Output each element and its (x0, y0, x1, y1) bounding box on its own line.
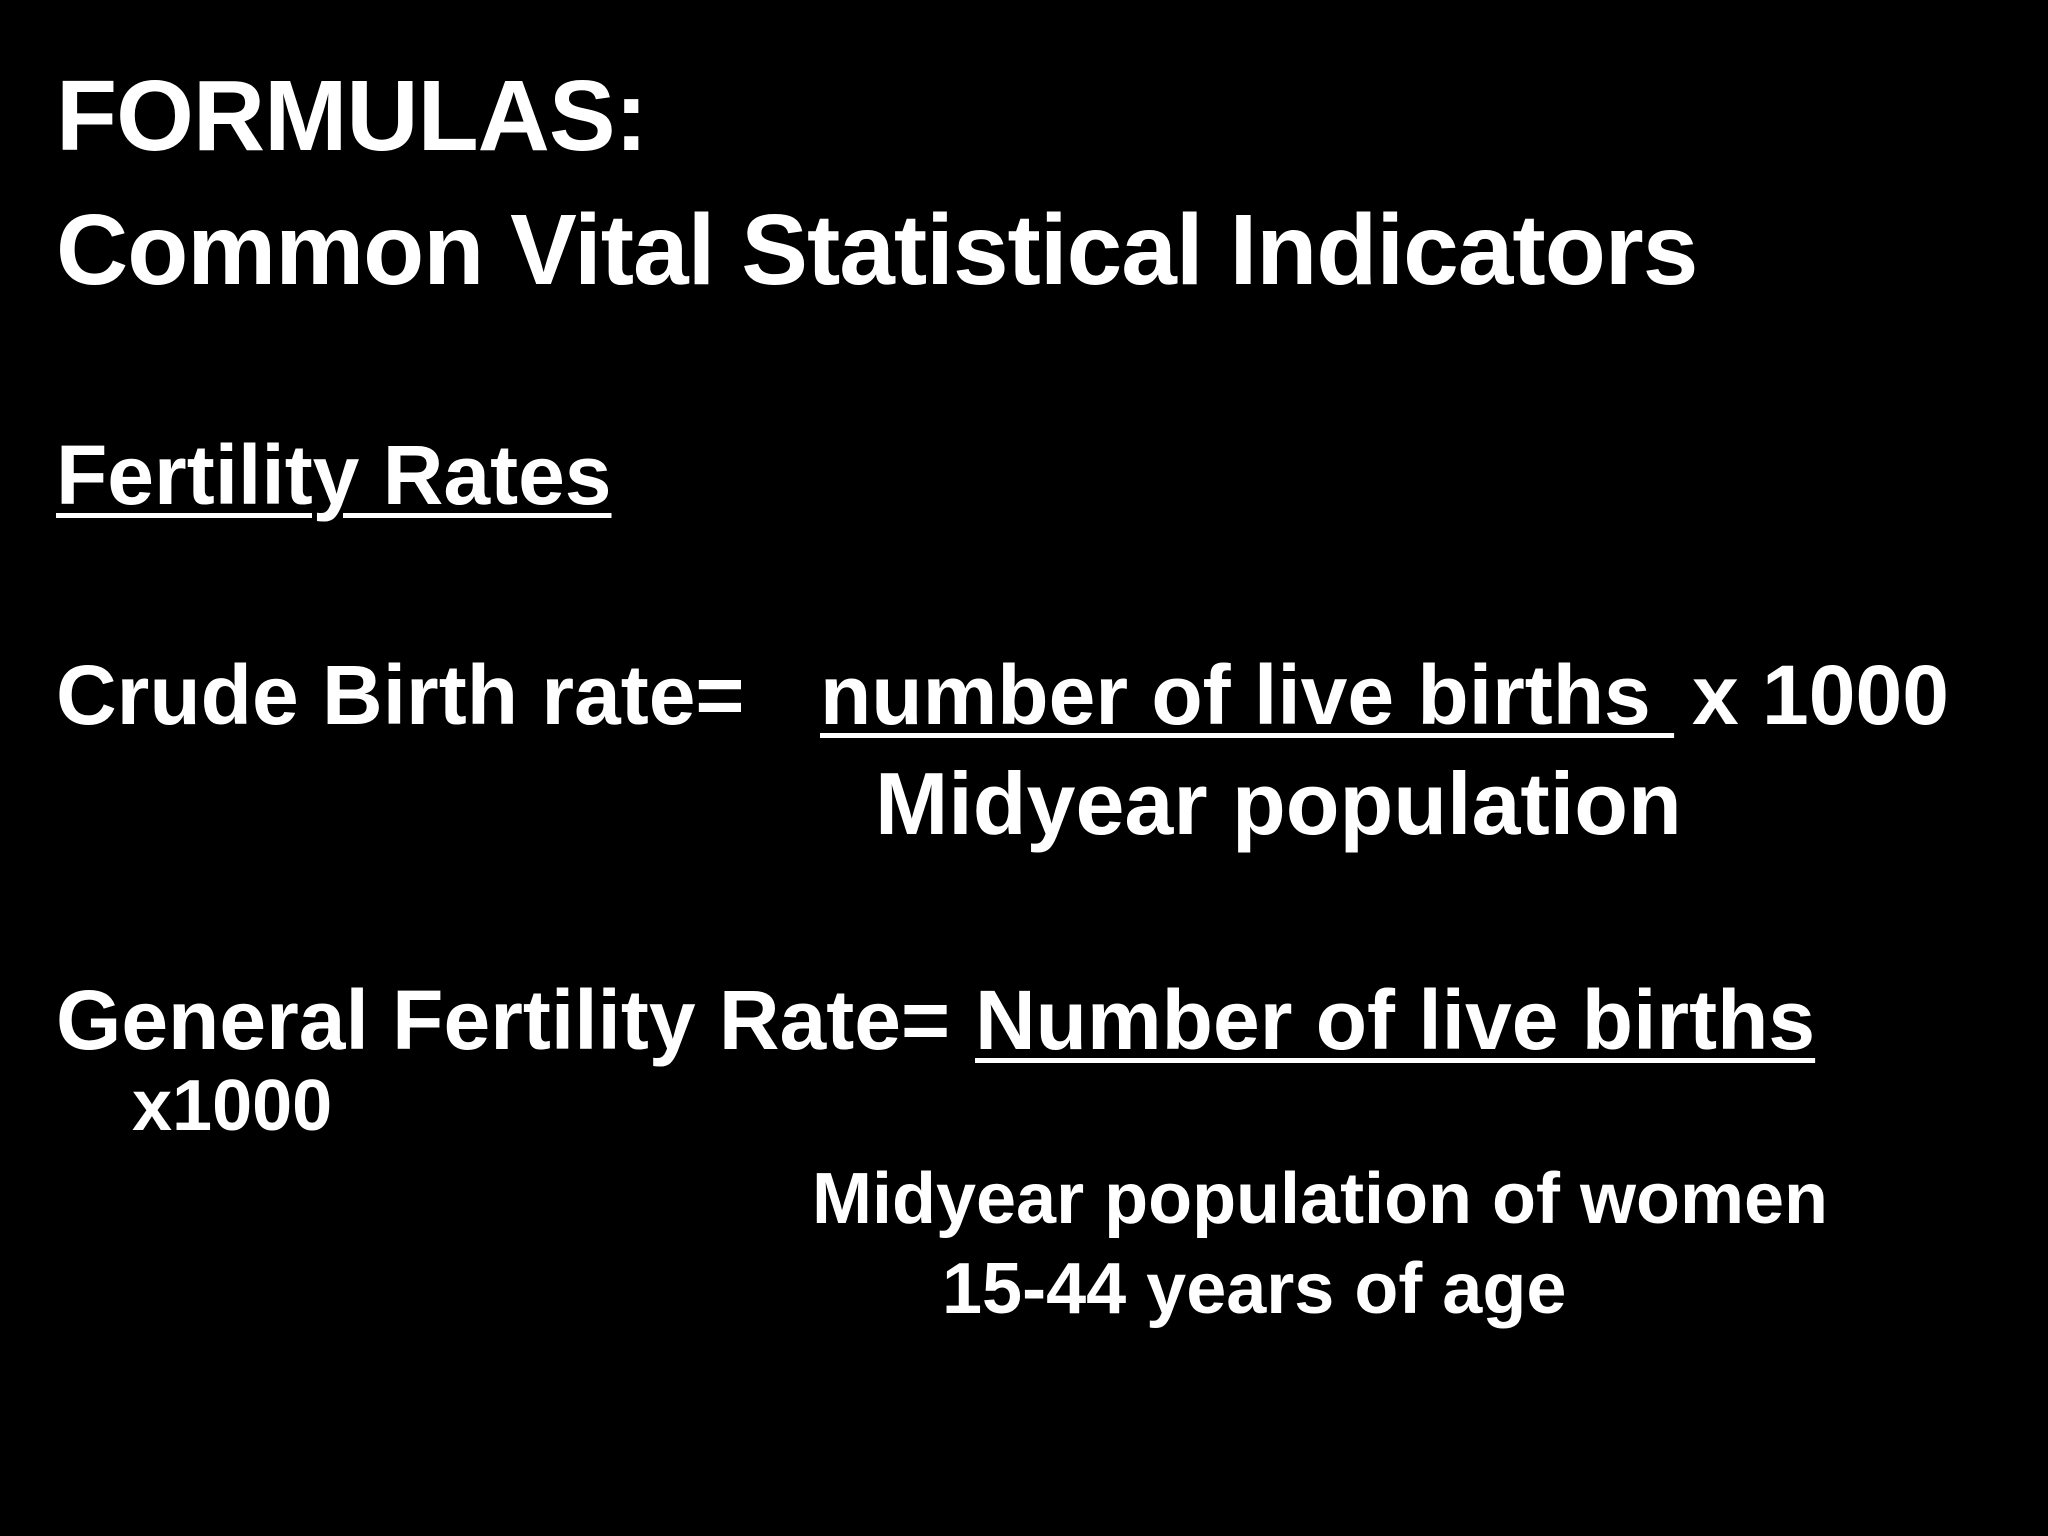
general-fertility-rate-label: General Fertility Rate= (56, 973, 974, 1067)
slide-title-line2: Common Vital Statistical Indicators (56, 194, 1698, 306)
crude-birth-rate-numerator: number of live births (820, 648, 1675, 742)
general-fertility-rate-multiplier: x1000 (132, 1066, 333, 1146)
general-fertility-rate-denominator-line2: 15-44 years of age (942, 1249, 1567, 1329)
crude-birth-rate-label: Crude Birth rate= (56, 648, 792, 742)
crude-birth-rate-denominator: Midyear population (875, 754, 1682, 853)
general-fertility-rate-numerator: Number of live births (975, 973, 1816, 1067)
section-heading-fertility-rates: Fertility Rates (56, 428, 612, 522)
crude-birth-rate-multiplier: x 1000 (1692, 648, 1949, 742)
general-fertility-rate-denominator-line1: Midyear population of women (812, 1159, 1829, 1239)
slide-title-line1: FORMULAS: (56, 60, 648, 172)
